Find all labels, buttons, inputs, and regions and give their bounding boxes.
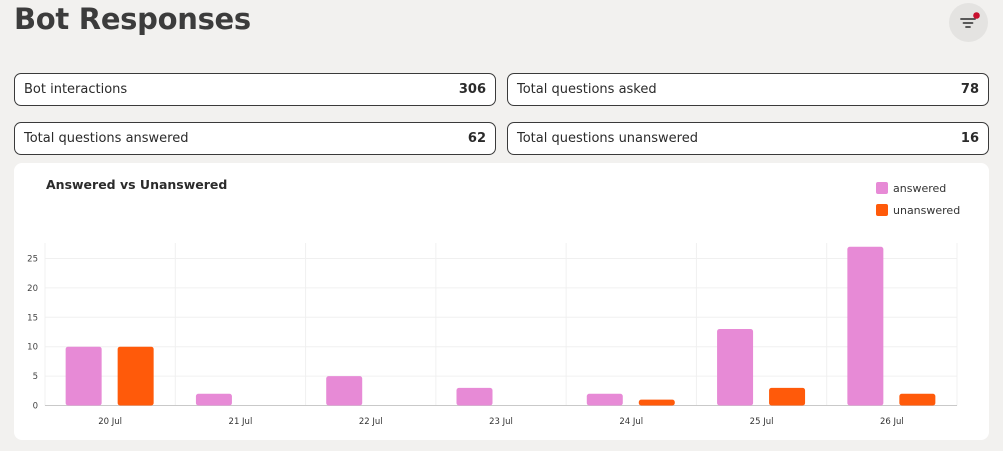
chart-legend: answered unanswered: [876, 181, 960, 225]
stat-value: 62: [467, 131, 486, 146]
bar-answered-5: [586, 393, 623, 406]
filter-icon: [960, 12, 980, 28]
bar-answered-2: [195, 393, 232, 406]
bar-answered-6: [717, 329, 754, 406]
x-tick-label: 24 Jul: [619, 417, 643, 427]
x-tick-label: 21 Jul: [229, 417, 253, 427]
filter-button[interactable]: [949, 3, 988, 42]
bar-unanswered-5: [638, 399, 675, 406]
stat-label: Total questions unanswered: [517, 131, 698, 146]
legend-item-unanswered[interactable]: unanswered: [876, 203, 960, 217]
legend-swatch-answered: [876, 182, 888, 194]
bar-unanswered-7: [899, 393, 936, 406]
legend-label: unanswered: [893, 203, 961, 217]
page-title: Bot Responses: [14, 2, 251, 36]
y-tick-label: 5: [33, 372, 38, 382]
chart-title: Answered vs Unanswered: [46, 177, 228, 192]
stat-card-total-questions-asked: Total questions asked 78: [507, 73, 989, 106]
stat-card-total-questions-answered: Total questions answered 62: [14, 122, 496, 155]
bar-answered-4: [456, 387, 493, 406]
stat-label: Total questions answered: [24, 131, 189, 146]
stat-card-bot-interactions: Bot interactions 306: [14, 73, 496, 106]
x-tick-label: 26 Jul: [880, 417, 904, 427]
stat-value: 78: [960, 82, 979, 97]
filter-indicator-dot: [973, 12, 980, 19]
x-tick-label: 25 Jul: [750, 417, 774, 427]
stat-card-total-questions-unanswered: Total questions unanswered 16: [507, 122, 989, 155]
x-tick-label: 22 Jul: [359, 417, 383, 427]
legend-label: answered: [893, 181, 947, 195]
y-tick-label: 25: [27, 255, 38, 265]
x-tick-label: 23 Jul: [489, 417, 513, 427]
bar-unanswered-6: [769, 387, 806, 406]
bar-chart: 0 5 10 15 20 25 20 Jul 21 Jul 22 Jul 23 Jul 24 Jul…: [27, 243, 958, 427]
stat-value: 16: [960, 131, 979, 146]
chart-panel: Answered vs Unanswered answered unanswer…: [14, 163, 989, 440]
y-tick-label: 20: [27, 284, 38, 294]
x-tick-label: 20 Jul: [98, 417, 122, 427]
bar-unanswered-1: [117, 346, 154, 406]
stat-value: 306: [458, 82, 486, 97]
y-tick-label: 0: [33, 402, 38, 412]
legend-item-answered[interactable]: answered: [876, 181, 960, 195]
bar-answered-3: [326, 376, 363, 406]
stat-label: Total questions asked: [517, 82, 657, 97]
y-tick-label: 10: [27, 343, 38, 353]
stat-label: Bot interactions: [24, 82, 128, 97]
y-tick-label: 15: [27, 313, 38, 323]
bar-answered-1: [65, 346, 102, 406]
bar-answered-7: [847, 246, 884, 406]
legend-swatch-unanswered: [876, 204, 888, 216]
